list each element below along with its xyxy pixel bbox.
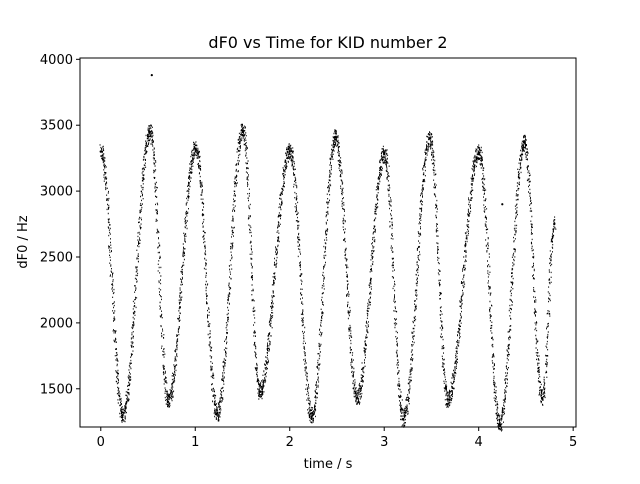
maximum-point xyxy=(194,147,197,151)
x-tick-label: 5 xyxy=(569,435,577,450)
maximum-point xyxy=(99,150,102,153)
minimum-point xyxy=(540,396,544,400)
y-tick-label: 3000 xyxy=(40,185,73,200)
x-tick-label: 3 xyxy=(380,435,388,450)
y-tick-label: 3500 xyxy=(40,119,73,134)
maximum-point xyxy=(148,130,152,133)
outlier-point xyxy=(150,74,153,77)
x-axis: 0 1 2 3 4 5 xyxy=(97,427,577,450)
minimum-point xyxy=(355,396,359,400)
x-tick-label: 2 xyxy=(286,435,294,450)
minimum-point xyxy=(446,398,449,401)
y-axis: 1500 2000 2500 3000 3500 4000 xyxy=(40,53,80,397)
minimum-point xyxy=(310,415,313,418)
y-tick-label: 2500 xyxy=(40,250,73,265)
maximum-point xyxy=(428,137,431,140)
minimum-point xyxy=(166,400,170,404)
y-tick-label: 1500 xyxy=(40,382,73,397)
plot-frame xyxy=(79,57,577,428)
maximum-point xyxy=(553,222,556,226)
minimum-point xyxy=(401,417,405,421)
data-points xyxy=(99,74,557,432)
maximum-point xyxy=(241,129,244,132)
y-tick-label: 2000 xyxy=(40,316,73,331)
maximum-point xyxy=(333,135,337,139)
chart-title: dF0 vs Time for KID number 2 xyxy=(208,33,447,52)
plot-background xyxy=(80,58,576,427)
y-tick-label: 4000 xyxy=(40,53,73,68)
outlier-point xyxy=(501,203,504,206)
x-tick-label: 0 xyxy=(97,435,105,450)
x-tick-label: 1 xyxy=(191,435,199,450)
minimum-point xyxy=(498,423,501,426)
maximum-point xyxy=(522,141,526,144)
maximum-point xyxy=(477,151,480,155)
y-axis-label: dF0 / Hz xyxy=(16,215,31,268)
x-tick-label: 4 xyxy=(475,435,483,450)
maximum-point xyxy=(288,150,291,153)
minimum-point xyxy=(121,413,124,417)
signal-points xyxy=(99,123,557,432)
minimum-point xyxy=(258,390,261,393)
minimum-point xyxy=(215,412,219,416)
x-axis-label: time / s xyxy=(304,457,353,472)
maximum-point xyxy=(383,153,386,156)
